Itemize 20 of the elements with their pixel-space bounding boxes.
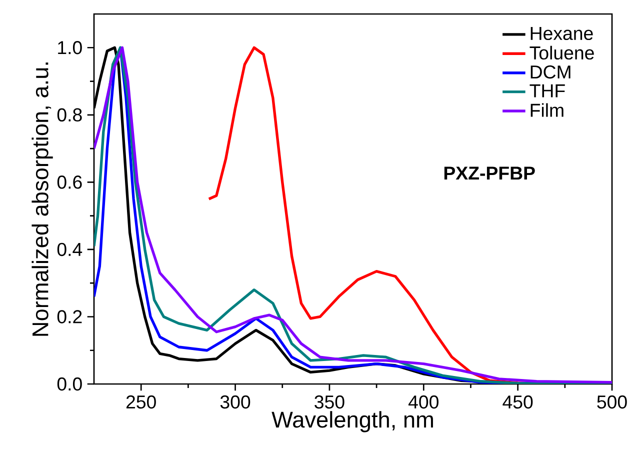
y-tick-label: 1.0 — [58, 41, 82, 54]
legend-label: DCM — [530, 65, 570, 79]
y-tick-label: 0.6 — [57, 176, 82, 189]
legend-label: Film — [530, 103, 564, 117]
y-tick-label: 0.8 — [57, 108, 82, 122]
y-tick-label: 0.2 — [57, 310, 82, 324]
x-tick-label: 250 — [126, 395, 156, 409]
legend-label: Hexane — [530, 27, 593, 40]
annotation: PXZ-PFBP — [444, 166, 535, 180]
legend-label: Toluene — [530, 46, 594, 60]
y-tick-label: 0.0 — [57, 377, 82, 391]
x-tick-label: 450 — [502, 395, 533, 409]
x-tick-label: 500 — [597, 395, 627, 409]
y-tick-label: 0.4 — [57, 242, 82, 256]
x-axis-title: Wavelength, nm — [272, 411, 433, 432]
x-tick-label: 300 — [220, 395, 250, 409]
legend-label: THF — [530, 84, 565, 98]
x-tick-label: 350 — [314, 395, 344, 409]
y-axis-title: Normalized absorption, a.u. — [32, 62, 53, 336]
x-tick-label: 400 — [408, 395, 438, 409]
